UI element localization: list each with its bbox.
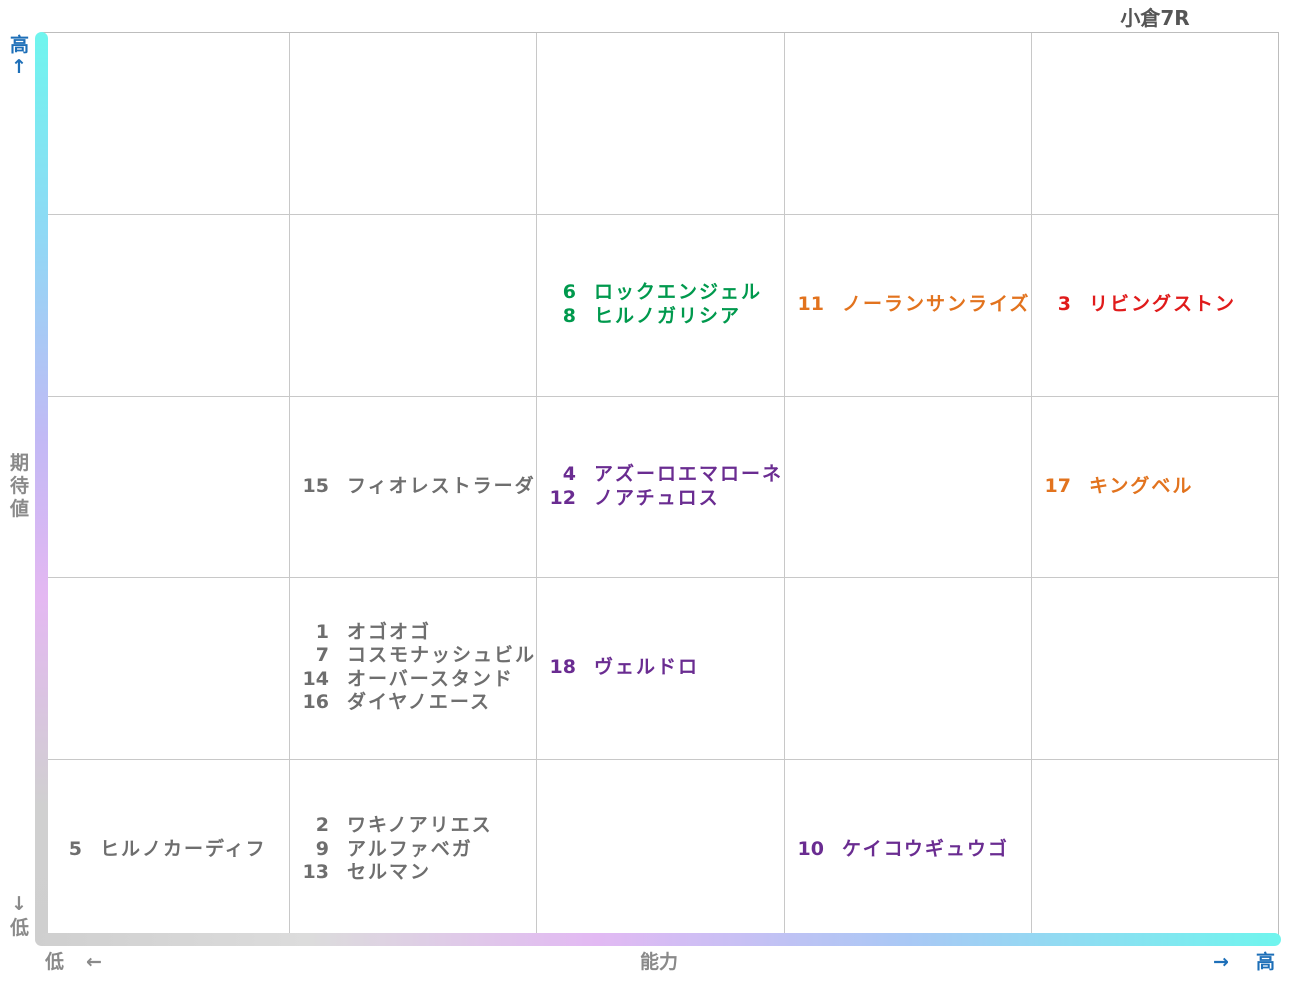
horse-entry: 11 ノーランサンライズ — [794, 293, 1030, 317]
horse-number: 13 — [302, 861, 329, 884]
matrix-cell: 3 リビングストン — [1031, 214, 1278, 395]
horse-name: ノアチュロス — [594, 486, 720, 509]
x-axis-bar — [35, 933, 1281, 946]
horse-entry: 6 ロックエンジェル — [546, 281, 762, 305]
horse-number: 12 — [549, 486, 576, 509]
grid-line — [1031, 33, 1032, 940]
matrix-cell: 15 フィオレストラーダ — [289, 396, 536, 577]
horse-entry: 4 アズーロエマローネ — [546, 463, 783, 487]
horse-entry: 16 ダイヤノエース — [299, 691, 536, 715]
horse-list: 6 ロックエンジェル 8 ヒルノガリシア — [536, 281, 762, 328]
horse-entry: 9 アルファベガ — [299, 838, 493, 862]
x-axis-high-label: 高 — [1256, 951, 1276, 973]
matrix-cell: 5 ヒルノカーディフ — [42, 759, 289, 940]
horse-entry: 10 ケイコウギュウゴ — [794, 838, 1009, 862]
horse-list: 10 ケイコウギュウゴ — [784, 838, 1009, 862]
horse-entry: 14 オーバースタンド — [299, 668, 536, 692]
horse-name: コスモナッシュビル — [347, 644, 537, 666]
left-arrow-icon: ← — [86, 951, 102, 973]
horse-name: ヒルノカーディフ — [100, 837, 267, 860]
horse-entry: 2 ワキノアリエス — [299, 814, 493, 838]
horse-number: 10 — [797, 837, 824, 860]
horse-number: 5 — [68, 837, 82, 860]
horse-entry: 7 コスモナッシュビル — [299, 644, 536, 668]
x-axis-low-label: 低 — [45, 951, 65, 973]
horse-list: 5 ヒルノカーディフ — [42, 838, 267, 862]
horse-number: 6 — [562, 281, 576, 303]
horse-name: ワキノアリエス — [347, 814, 493, 837]
horse-name: キングベル — [1089, 474, 1194, 497]
horse-list: 11 ノーランサンライズ — [784, 293, 1030, 317]
horse-name: ケイコウギュウゴ — [842, 837, 1009, 860]
right-arrow-icon: → — [1213, 951, 1229, 973]
horse-name: オーバースタンド — [347, 667, 514, 690]
horse-list: 3 リビングストン — [1031, 293, 1236, 317]
horse-entry: 17 キングベル — [1041, 475, 1193, 499]
grid-line — [536, 33, 537, 940]
horse-number: 14 — [302, 667, 329, 690]
horse-name: ダイヤノエース — [347, 691, 491, 713]
horse-list: 15 フィオレストラーダ — [289, 475, 536, 499]
race-title: 小倉7R — [1120, 6, 1190, 30]
horse-number: 4 — [562, 463, 576, 485]
horse-list: 4 アズーロエマローネ 12 ノアチュロス — [536, 463, 783, 510]
up-arrow-icon: ↑ — [11, 56, 27, 78]
grid-line — [42, 577, 1278, 578]
horse-number: 17 — [1044, 474, 1071, 497]
x-axis-label: 能力 — [640, 951, 679, 973]
horse-name: アズーロエマローネ — [594, 463, 784, 485]
matrix-cell: 11 ノーランサンライズ — [784, 214, 1031, 395]
horse-list: 2 ワキノアリエス 9 アルファベガ 13 セルマン — [289, 814, 493, 885]
horse-number: 3 — [1057, 292, 1071, 315]
horse-number: 16 — [302, 691, 329, 713]
horse-list: 18 ヴェルドロ — [536, 656, 699, 680]
horse-name: ロックエンジェル — [594, 281, 763, 303]
horse-entry: 8 ヒルノガリシア — [546, 305, 762, 329]
horse-number: 1 — [315, 620, 329, 643]
y-axis-high-label: 高 — [10, 34, 30, 56]
horse-entry: 12 ノアチュロス — [546, 487, 783, 511]
horse-number: 18 — [549, 655, 576, 678]
horse-entry: 3 リビングストン — [1041, 293, 1236, 317]
y-axis-bar — [35, 32, 48, 944]
horse-name: アルファベガ — [347, 837, 473, 860]
y-axis-label: 期待値 — [10, 452, 30, 520]
horse-name: フィオレストラーダ — [347, 474, 536, 497]
horse-entry: 1 オゴオゴ — [299, 621, 536, 645]
matrix-cell: 2 ワキノアリエス 9 アルファベガ 13 セルマン — [289, 759, 536, 940]
matrix-cell: 6 ロックエンジェル 8 ヒルノガリシア — [536, 214, 783, 395]
down-arrow-icon: ↓ — [11, 893, 27, 915]
horse-number: 15 — [302, 474, 329, 497]
matrix-cell: 17 キングベル — [1031, 396, 1278, 577]
matrix-grid: 6 ロックエンジェル 8 ヒルノガリシア 11 ノーランサンライズ 3 リビングストン 15 フィ… — [42, 32, 1279, 940]
matrix-cell: 4 アズーロエマローネ 12 ノアチュロス — [536, 396, 783, 577]
horse-list: 17 キングベル — [1031, 475, 1193, 499]
grid-line — [42, 396, 1278, 397]
grid-line — [42, 214, 1278, 215]
horse-name: ノーランサンライズ — [842, 292, 1031, 315]
matrix-cell: 18 ヴェルドロ — [536, 577, 783, 758]
y-axis-low-label: 低 — [10, 917, 30, 939]
grid-line — [42, 759, 1278, 760]
horse-name: ヒルノガリシア — [594, 304, 742, 327]
horse-number: 7 — [315, 644, 329, 666]
matrix-cell: 1 オゴオゴ 7 コスモナッシュビル 14 オーバースタンド 16 ダイヤノエース — [289, 577, 536, 758]
horse-number: 9 — [315, 837, 329, 860]
horse-name: リビングストン — [1089, 292, 1237, 315]
horse-number: 2 — [315, 814, 329, 837]
horse-entry: 13 セルマン — [299, 861, 493, 885]
horse-number: 8 — [562, 304, 576, 327]
horse-name: オゴオゴ — [347, 620, 432, 643]
horse-number: 11 — [797, 292, 824, 315]
horse-list: 1 オゴオゴ 7 コスモナッシュビル 14 オーバースタンド 16 ダイヤノエース — [289, 621, 536, 715]
grid-line — [784, 33, 785, 940]
horse-name: ヴェルドロ — [594, 655, 700, 678]
horse-entry: 15 フィオレストラーダ — [299, 475, 536, 499]
matrix-cell: 10 ケイコウギュウゴ — [784, 759, 1031, 940]
horse-name: セルマン — [347, 861, 432, 884]
horse-entry: 5 ヒルノカーディフ — [52, 838, 267, 862]
horse-entry: 18 ヴェルドロ — [546, 656, 699, 680]
grid-line — [289, 33, 290, 940]
